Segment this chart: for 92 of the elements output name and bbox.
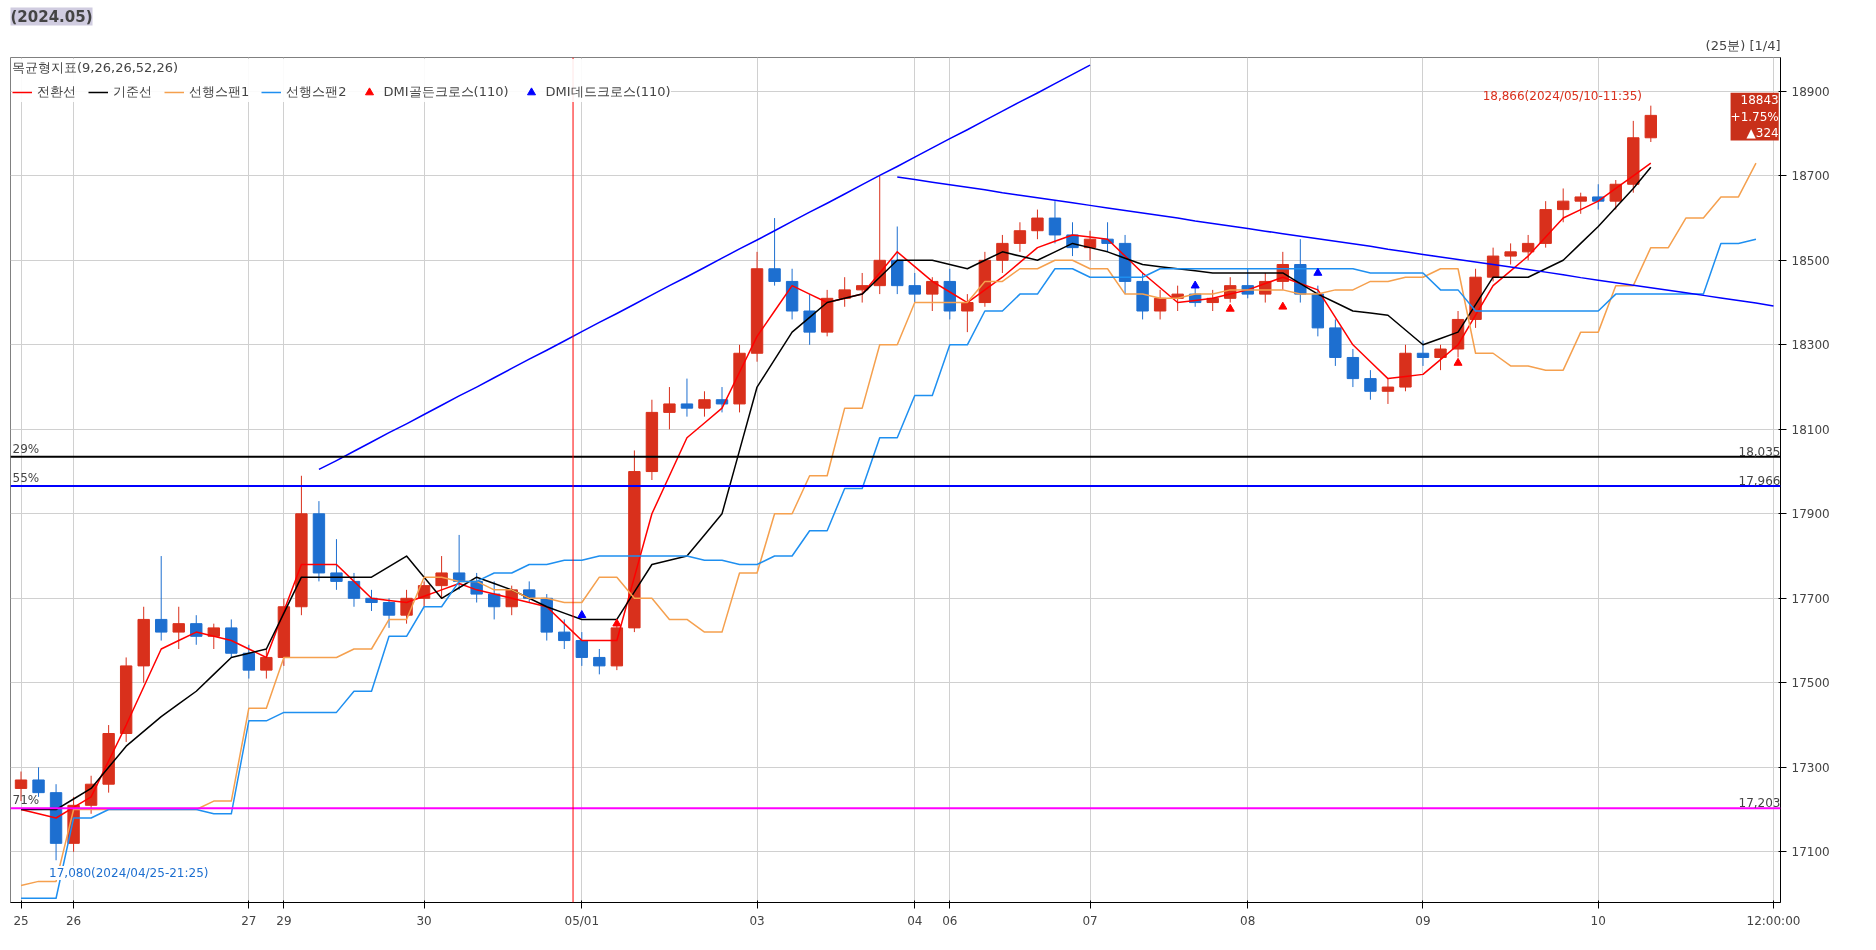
candlestick	[487, 580, 501, 620]
ref-line-label: 18,035	[1738, 444, 1781, 459]
candlestick	[172, 606, 185, 650]
candlestick	[207, 623, 220, 650]
x-tick-label: 04	[907, 913, 923, 928]
x-tick-label: 09	[1415, 913, 1431, 928]
candlestick	[1644, 105, 1658, 143]
annotation: 18843 +1.75% ▲324	[1730, 92, 1779, 141]
candlestick	[698, 390, 711, 418]
x-tick-label: 26	[65, 913, 82, 928]
candlestick	[926, 276, 939, 312]
candlestick	[1048, 200, 1062, 244]
candlestick	[452, 534, 466, 591]
point	[1453, 357, 1463, 366]
y-tick-label: 17300	[1791, 760, 1830, 775]
candlestick	[382, 597, 396, 629]
annotation: 17,080(2024/04/25-21:25)	[49, 865, 209, 880]
y-tick-label: 18100	[1791, 422, 1830, 437]
x-tick-label: 08	[1240, 913, 1256, 928]
point	[1190, 280, 1200, 289]
x-tick-label: 12:00:00	[1746, 913, 1801, 928]
candlestick	[996, 234, 1009, 274]
candlestick	[190, 614, 203, 646]
candlestick	[347, 572, 361, 608]
x-tick-label: 25	[13, 913, 29, 928]
ref-line-label: 17,966	[1738, 473, 1781, 488]
text: (25분) [1/4]	[1705, 37, 1781, 53]
candlestick	[242, 644, 256, 680]
x-tick-label: 30	[416, 913, 432, 928]
annotation: 29%	[12, 441, 40, 456]
candlestick	[1031, 209, 1044, 240]
x-tick-label: 03	[749, 913, 765, 928]
x-tick-label: 27	[241, 913, 257, 928]
legend-label: DMI데드크로스(110)	[545, 83, 671, 101]
y-tick-label: 17500	[1791, 676, 1830, 691]
annotation: 55%	[12, 470, 40, 485]
candlestick	[1521, 234, 1535, 261]
candlestick	[1416, 340, 1430, 367]
candlestick	[961, 293, 974, 333]
point	[577, 610, 587, 619]
candlestick	[1364, 369, 1377, 401]
candlestick	[1557, 187, 1570, 223]
chart-title: (2024.05)	[10, 7, 93, 26]
point	[1278, 301, 1288, 310]
candlestick	[1574, 192, 1587, 215]
x-tick-label: 05/01	[564, 913, 600, 928]
point	[1313, 267, 1323, 276]
x-tick-label: 06	[942, 913, 958, 928]
y-tick-label: 17100	[1791, 845, 1830, 860]
candlestick	[558, 618, 571, 650]
annotation: 18,866(2024/05/10-11:35)	[1482, 88, 1643, 103]
legend-title: 목균형지표(9,26,26,52,26)	[12, 59, 180, 77]
candlestick	[1153, 289, 1167, 320]
y-tick-label: 18500	[1791, 253, 1830, 268]
candlestick	[1346, 348, 1360, 388]
y-tick-label: 18900	[1791, 84, 1830, 99]
y-tick-label: 17700	[1791, 591, 1830, 606]
candlestick	[803, 293, 816, 346]
candlestick	[768, 217, 781, 287]
candlestick	[1013, 221, 1027, 253]
legend-label: 선행스팬1	[189, 83, 250, 101]
candlestick	[838, 276, 851, 308]
point	[612, 618, 622, 627]
legend-label: 선행스팬2	[286, 83, 347, 101]
candlestick	[856, 272, 869, 304]
x-tick-label: 10	[1590, 913, 1606, 928]
candlestick	[575, 631, 588, 667]
candlestick	[593, 648, 606, 675]
x-tick-label: 29	[276, 913, 292, 928]
legend-label: 전환선	[37, 83, 76, 101]
candlestick	[1609, 179, 1622, 211]
line-series	[896, 176, 1775, 307]
y-tick-label: 18700	[1791, 169, 1830, 184]
point	[1225, 303, 1235, 312]
y-tick-label: 18300	[1791, 338, 1830, 353]
candlestick	[663, 386, 676, 430]
candlestick	[1504, 242, 1517, 266]
x-tick-label: 07	[1082, 913, 1098, 928]
candlestick	[1434, 344, 1447, 371]
candlestick	[908, 272, 921, 304]
candlestick	[155, 555, 168, 642]
ref-line-label: 17,203	[1738, 796, 1781, 811]
annotation: 71%	[12, 793, 40, 808]
candlestick	[435, 555, 448, 599]
candlestick	[1486, 247, 1500, 282]
candlestick	[260, 648, 273, 680]
candlestick	[680, 378, 694, 418]
legend-label: DMI골든크로스(110)	[383, 83, 509, 101]
candlestick	[1381, 378, 1395, 405]
candlestick	[523, 580, 536, 604]
y-tick-label: 17900	[1791, 507, 1830, 522]
legend-label: 기준선	[113, 83, 152, 101]
